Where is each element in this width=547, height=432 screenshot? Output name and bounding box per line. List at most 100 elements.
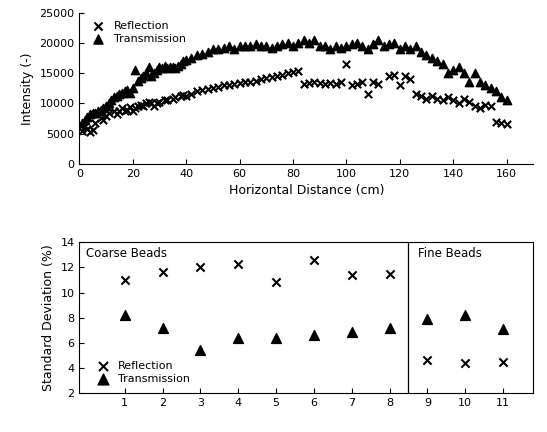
Reflection: [257, 76, 265, 83]
Reflection: [177, 93, 185, 100]
Reflection: [246, 78, 254, 85]
Transmission: [120, 312, 129, 319]
Y-axis label: Intensity (-): Intensity (-): [21, 52, 34, 125]
Reflection: [294, 67, 302, 74]
Transmission: [342, 43, 351, 50]
Transmission: [193, 52, 201, 59]
Reflection: [86, 129, 95, 136]
Reflection: [321, 81, 329, 88]
Reflection: [163, 97, 172, 104]
Reflection: [369, 79, 377, 86]
Transmission: [179, 58, 188, 65]
Transmission: [219, 44, 228, 51]
Transmission: [196, 347, 205, 354]
Transmission: [163, 65, 172, 72]
Transmission: [230, 46, 238, 53]
Transmission: [262, 43, 271, 50]
Transmission: [158, 65, 166, 72]
Reflection: [283, 70, 292, 77]
Reflection: [486, 103, 495, 110]
Reflection: [144, 99, 153, 106]
Transmission: [385, 324, 394, 331]
Transmission: [369, 41, 377, 48]
Reflection: [385, 270, 394, 277]
Reflection: [131, 104, 140, 111]
Reflection: [126, 104, 135, 111]
Transmission: [104, 100, 113, 107]
Transmission: [347, 41, 356, 48]
Reflection: [171, 94, 180, 101]
Reflection: [234, 260, 242, 267]
Transmission: [331, 43, 340, 50]
Transmission: [160, 63, 169, 70]
Transmission: [158, 324, 167, 331]
Y-axis label: Standard Deviation (%): Standard Deviation (%): [42, 245, 55, 391]
Reflection: [353, 81, 362, 88]
Reflection: [358, 79, 367, 86]
Transmission: [502, 97, 511, 104]
Reflection: [305, 79, 313, 86]
Reflection: [499, 358, 508, 365]
Reflection: [179, 92, 188, 98]
Reflection: [129, 107, 137, 114]
Transmission: [109, 94, 118, 101]
Transmission: [214, 46, 223, 53]
Reflection: [449, 97, 458, 104]
Transmission: [272, 43, 281, 50]
Transmission: [417, 49, 426, 56]
Reflection: [299, 81, 308, 88]
Transmission: [208, 46, 217, 53]
Transmission: [257, 43, 265, 50]
Reflection: [438, 97, 447, 104]
Reflection: [123, 106, 132, 113]
Transmission: [80, 117, 89, 124]
Transmission: [385, 41, 393, 48]
Transmission: [136, 75, 145, 82]
Reflection: [406, 76, 415, 83]
Reflection: [139, 103, 148, 110]
Transmission: [422, 52, 431, 59]
Transmission: [153, 67, 161, 74]
Transmission: [374, 37, 383, 44]
Reflection: [120, 108, 129, 115]
Transmission: [177, 61, 185, 68]
Reflection: [492, 118, 501, 125]
Transmission: [120, 88, 129, 95]
Transmission: [251, 41, 260, 48]
Reflection: [155, 98, 164, 105]
Transmission: [363, 46, 372, 53]
Transmission: [411, 43, 420, 50]
Transmission: [299, 37, 308, 44]
Reflection: [120, 276, 129, 283]
Transmission: [454, 64, 463, 71]
Reflection: [470, 103, 479, 110]
Reflection: [481, 101, 490, 108]
X-axis label: Horizontal Distance (cm): Horizontal Distance (cm): [229, 184, 384, 197]
Transmission: [347, 328, 356, 335]
Reflection: [158, 269, 167, 276]
Legend: Reflection, Transmission: Reflection, Transmission: [89, 358, 193, 386]
Reflection: [109, 108, 118, 115]
Reflection: [198, 87, 207, 94]
Transmission: [353, 40, 362, 47]
Transmission: [315, 43, 324, 50]
Reflection: [235, 79, 244, 86]
Reflection: [417, 93, 426, 100]
Transmission: [294, 40, 302, 47]
Reflection: [150, 102, 159, 109]
Transmission: [83, 113, 92, 120]
Transmission: [168, 64, 177, 71]
Transmission: [358, 43, 367, 50]
Transmission: [198, 51, 207, 57]
Transmission: [246, 43, 254, 50]
Reflection: [331, 81, 340, 88]
Reflection: [326, 79, 335, 86]
Reflection: [342, 61, 351, 68]
Reflection: [310, 257, 318, 264]
Transmission: [486, 85, 495, 92]
Reflection: [459, 95, 468, 102]
Transmission: [310, 332, 318, 339]
Reflection: [160, 96, 169, 103]
Reflection: [272, 72, 281, 79]
Reflection: [433, 95, 441, 102]
